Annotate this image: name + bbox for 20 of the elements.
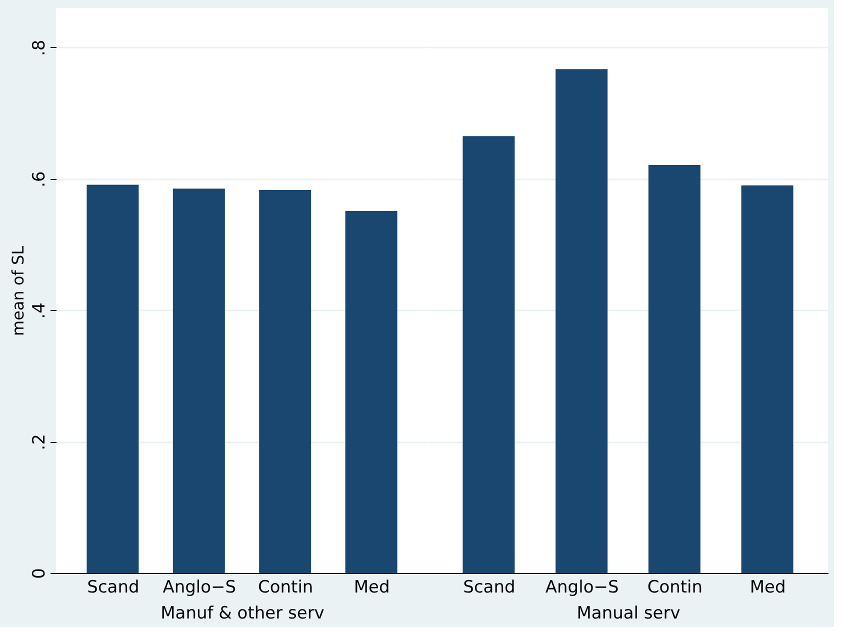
bar bbox=[462, 136, 515, 573]
y-tick-label: 0 bbox=[30, 568, 50, 579]
x-axis-title: Manuf & other serv bbox=[160, 604, 324, 624]
x-tick-label: Contin bbox=[258, 578, 314, 598]
y-tick-label: .4 bbox=[30, 302, 50, 319]
y-tick-label: .8 bbox=[30, 40, 50, 56]
x-tick-label: Med bbox=[750, 578, 786, 598]
x-tick-label: Contin bbox=[647, 578, 703, 598]
x-axis-title: Manual serv bbox=[576, 604, 680, 624]
y-axis-title: mean of SL bbox=[8, 246, 28, 336]
x-tick-label: Med bbox=[354, 578, 390, 598]
y-tick-label: .2 bbox=[30, 434, 50, 450]
bar bbox=[741, 185, 794, 573]
y-tick-label: .6 bbox=[30, 171, 50, 188]
bar bbox=[556, 69, 608, 573]
x-tick-label: Anglo−S bbox=[162, 578, 236, 598]
x-tick-label: Scand bbox=[463, 578, 516, 598]
bar bbox=[648, 165, 700, 573]
x-tick-label: Anglo−S bbox=[545, 578, 619, 598]
x-tick-label: Scand bbox=[87, 578, 140, 598]
